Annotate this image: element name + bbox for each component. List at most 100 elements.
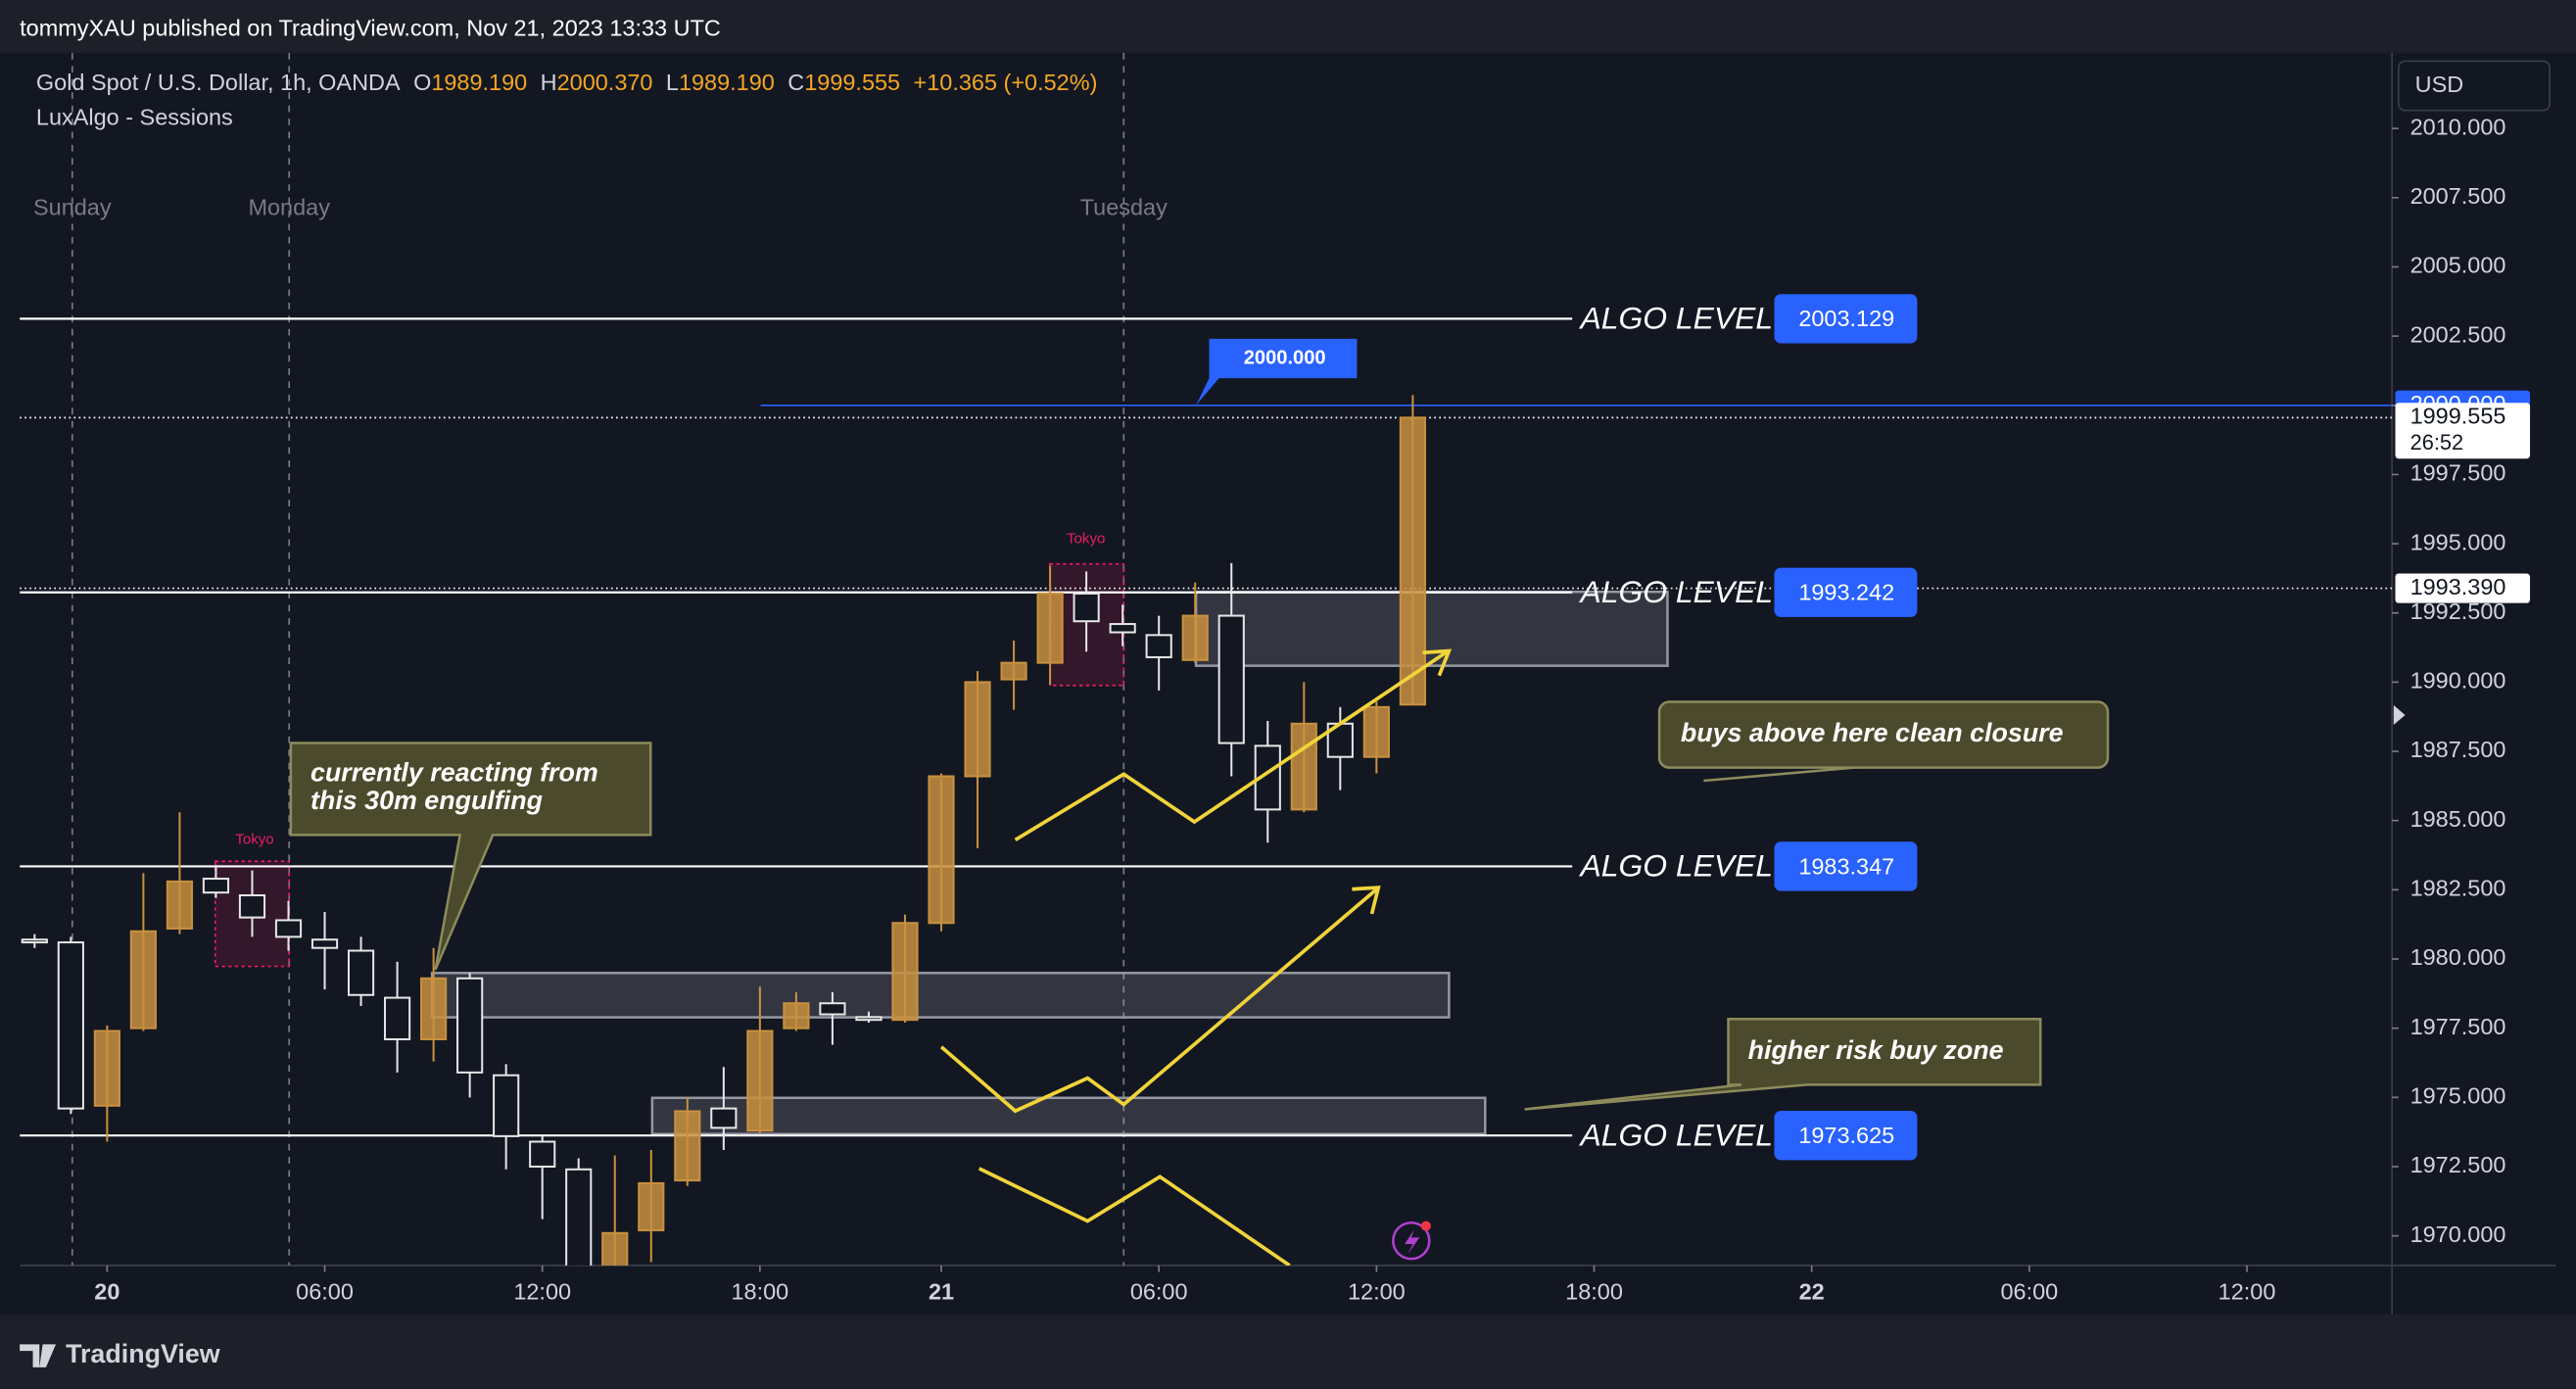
- y-tick-label: 1987.500: [2410, 737, 2506, 762]
- countdown: 26:52: [2410, 430, 2464, 455]
- candles: [21, 395, 1426, 1266]
- y-tick-label: 2005.000: [2410, 253, 2506, 278]
- price-tag: [2395, 573, 2531, 603]
- candle-body: [166, 880, 194, 930]
- callout-box: [1524, 1018, 2042, 1111]
- callout: buys above here clean closure: [1657, 700, 2110, 783]
- ohlc-value: 1989.190: [679, 70, 775, 95]
- footer-brand: TradingView: [66, 1339, 220, 1368]
- ohlc-value: 1989.190: [431, 70, 527, 95]
- price-callout-label: 2000.000: [1244, 347, 1326, 368]
- y-tick-label: 1975.000: [2410, 1083, 2506, 1109]
- candle-body: [1217, 614, 1245, 744]
- zone: [430, 972, 1451, 1019]
- drawings: [939, 648, 1453, 1266]
- candle-body: [891, 922, 919, 1022]
- candle-body: [638, 1181, 665, 1231]
- candle-body: [855, 1016, 883, 1022]
- candle-body: [347, 949, 375, 996]
- y-tick-label: 1990.000: [2410, 668, 2506, 694]
- bottom-bar: [0, 1315, 2576, 1389]
- arrow-head: [1422, 648, 1453, 677]
- price-callout: [1196, 338, 1358, 406]
- session-label: Monday: [248, 195, 330, 220]
- alert-dot: [1420, 1221, 1431, 1231]
- y-tick-label: 2007.500: [2410, 183, 2506, 209]
- symbol: Gold Spot / U.S. Dollar, 1h, OANDA: [36, 70, 401, 95]
- callout-text: currently reacting from: [310, 757, 598, 787]
- change: +10.365 (+0.52%): [914, 70, 1098, 95]
- candle-body: [1399, 416, 1426, 706]
- x-tick-label: 20: [94, 1279, 119, 1305]
- currency-button[interactable]: [2398, 60, 2552, 112]
- callout: higher risk buy zone: [1524, 1018, 2042, 1111]
- candle-body: [1362, 705, 1390, 758]
- level-label: ALGO LEVEL: [1579, 574, 1774, 609]
- level-tag: [1774, 294, 1918, 344]
- level-value: 1983.347: [1798, 853, 1894, 879]
- level-label: ALGO LEVEL: [1579, 848, 1774, 884]
- level-value: 1993.242: [1798, 580, 1894, 605]
- x-tick-label: 21: [929, 1279, 954, 1305]
- callout-text: buys above here clean closure: [1681, 718, 2064, 747]
- x-tick-label: 18:00: [732, 1279, 789, 1305]
- candle-body: [565, 1168, 593, 1266]
- scroll-arrow[interactable]: [2393, 704, 2406, 726]
- candle-body: [238, 894, 266, 919]
- x-tick-label: 06:00: [2000, 1279, 2058, 1305]
- candle-body: [274, 919, 303, 938]
- ohlc-label: O: [413, 70, 431, 95]
- candle-body: [1145, 634, 1172, 658]
- candle-body: [1290, 722, 1317, 811]
- level-value: 2003.129: [1798, 306, 1894, 331]
- candle-body: [21, 938, 48, 944]
- x-tick-label: 12:00: [1348, 1279, 1406, 1305]
- session-label: Tuesday: [1080, 195, 1168, 220]
- candle-body: [1181, 614, 1209, 661]
- top-bar: [0, 0, 2576, 54]
- logo-icon: [20, 1344, 57, 1367]
- zone: [1194, 590, 1669, 667]
- candle-body: [93, 1030, 120, 1107]
- candle-body: [1036, 592, 1064, 664]
- indicator: LuxAlgo - Sessions: [36, 104, 233, 129]
- candle-body: [493, 1074, 520, 1137]
- legend: Gold Spot / U.S. Dollar, 1h, OANDA O1989.…: [36, 70, 1098, 95]
- ohlc-value: 1999.555: [804, 70, 900, 95]
- candle-body: [57, 941, 84, 1110]
- alert-icon[interactable]: [1392, 1221, 1431, 1261]
- x-tick-label: 12:00: [513, 1279, 571, 1305]
- levels: [20, 317, 2393, 1137]
- level-tag: [1774, 567, 1918, 617]
- y-tick-label: 2002.500: [2410, 321, 2506, 347]
- price-tag-label: 1999.555: [2410, 404, 2506, 429]
- x-tick-label: 06:00: [1130, 1279, 1188, 1305]
- callout-box: [1657, 700, 2110, 769]
- candle-body: [746, 1030, 774, 1132]
- currency[interactable]: USD: [2415, 72, 2464, 97]
- candle-body: [819, 1002, 846, 1016]
- y-tick-label: 2010.000: [2410, 114, 2506, 139]
- candle-body: [964, 681, 991, 778]
- sessions: Sunday Monday Tuesday: [33, 53, 1168, 1266]
- callout-text: higher risk buy zone: [1748, 1035, 2004, 1065]
- candle-body: [601, 1231, 629, 1266]
- candle-body: [1073, 592, 1100, 623]
- ohlc-value: 2000.370: [557, 70, 653, 95]
- plot: Sunday Monday Tuesday Tokyo Tokyo: [20, 53, 2393, 1266]
- candle-body: [456, 977, 484, 1074]
- ohlc-label: L: [666, 70, 679, 95]
- level-tag: [1774, 1111, 1918, 1161]
- axes: 2010.000 2007.500 2005.000 2002.500 2000.000…: [94, 114, 2531, 1305]
- publisher: tommyXAU published on TradingView.com, N…: [20, 16, 721, 41]
- y-tick-label: 1980.000: [2410, 944, 2506, 970]
- path-drawing: [939, 887, 1378, 1114]
- y-tick-label: 1972.500: [2410, 1152, 2506, 1177]
- zone: [650, 1096, 1487, 1135]
- candle-body: [129, 930, 157, 1030]
- level-value: 1973.625: [1798, 1123, 1894, 1148]
- level-tag: [1774, 841, 1918, 891]
- alert-icon-bolt: [1405, 1228, 1420, 1255]
- callout: currently reacting from this 30m engulfi…: [289, 742, 652, 971]
